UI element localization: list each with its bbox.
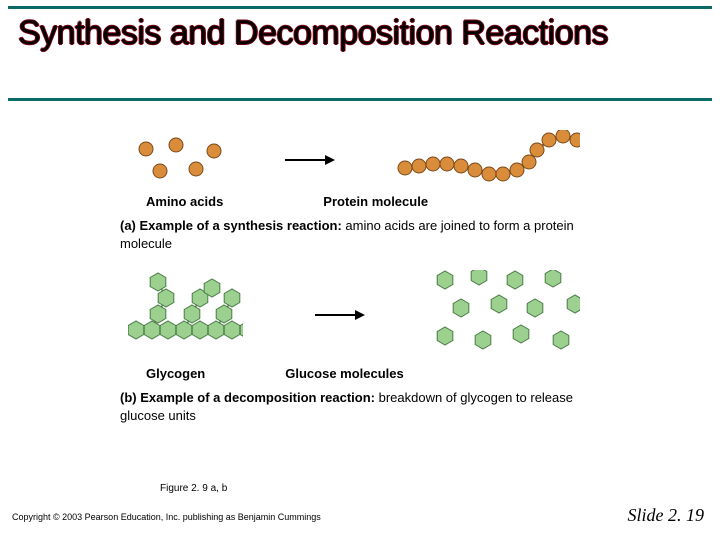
panel-b-graphics <box>128 270 580 360</box>
glycogen-label: Glycogen <box>146 366 205 381</box>
panel-a-lead: (a) Example of a synthesis reaction: <box>120 218 342 233</box>
title-text: Synthesis and Decomposition Reactions <box>18 14 608 52</box>
amino-acids-label: Amino acids <box>146 194 223 209</box>
glycogen-graphic <box>128 270 243 360</box>
arrow-right-icon <box>283 152 335 168</box>
arrow-right-icon <box>313 307 365 323</box>
panel-b-labels: Glycogen Glucose molecules <box>146 366 580 381</box>
protein-label: Protein molecule <box>323 194 428 209</box>
figure-reference: Figure 2. 9 a, b <box>160 483 227 494</box>
title-underline <box>8 98 712 101</box>
glucose-graphic <box>435 270 580 360</box>
panel-a-caption: (a) Example of a synthesis reaction: ami… <box>120 217 580 252</box>
arrow-b <box>313 307 365 323</box>
amino-acids-graphic <box>130 137 223 183</box>
slide-number: Slide 2. 19 <box>628 505 705 526</box>
panel-b-caption: (b) Example of a decomposition reaction:… <box>120 389 580 424</box>
panel-a-labels: Amino acids Protein molecule <box>146 194 580 209</box>
panel-b-lead: (b) Example of a decomposition reaction: <box>120 390 375 405</box>
figure-area: Amino acids Protein molecule (a) Example… <box>120 130 580 442</box>
top-accent-rule <box>8 6 712 9</box>
panel-a-graphics <box>130 130 580 190</box>
arrow-a <box>283 152 335 168</box>
copyright-line: Copyright © 2003 Pearson Education, Inc.… <box>12 512 321 522</box>
glucose-label: Glucose molecules <box>285 366 404 381</box>
slide-title: Synthesis and Decomposition Reactions <box>18 14 702 53</box>
protein-graphic <box>395 130 580 190</box>
